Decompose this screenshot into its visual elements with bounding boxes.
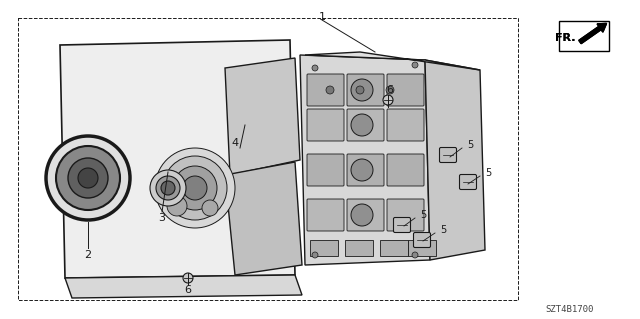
Circle shape <box>150 170 186 206</box>
FancyBboxPatch shape <box>307 154 344 186</box>
Circle shape <box>173 166 217 210</box>
Polygon shape <box>65 275 302 298</box>
FancyBboxPatch shape <box>387 74 424 106</box>
FancyBboxPatch shape <box>387 199 424 231</box>
FancyBboxPatch shape <box>347 109 384 141</box>
FancyBboxPatch shape <box>387 109 424 141</box>
Circle shape <box>326 86 334 94</box>
Circle shape <box>155 148 235 228</box>
Circle shape <box>68 158 108 198</box>
Polygon shape <box>425 60 485 260</box>
Circle shape <box>351 159 373 181</box>
Text: FR.: FR. <box>556 33 576 43</box>
FancyArrow shape <box>579 23 607 44</box>
Circle shape <box>412 62 418 68</box>
Text: 5: 5 <box>440 225 446 235</box>
Circle shape <box>386 86 394 94</box>
FancyBboxPatch shape <box>387 154 424 186</box>
Text: 6: 6 <box>387 85 394 95</box>
FancyArrow shape <box>579 23 607 44</box>
Bar <box>345 240 373 256</box>
Circle shape <box>412 252 418 258</box>
Text: 5: 5 <box>467 140 473 150</box>
FancyBboxPatch shape <box>307 109 344 141</box>
Circle shape <box>312 65 318 71</box>
Circle shape <box>351 114 373 136</box>
Text: 5: 5 <box>420 210 426 220</box>
Polygon shape <box>225 162 302 275</box>
Bar <box>408 240 436 256</box>
Text: 4: 4 <box>232 138 239 148</box>
Circle shape <box>312 252 318 258</box>
FancyBboxPatch shape <box>559 21 609 51</box>
Polygon shape <box>305 52 480 70</box>
FancyBboxPatch shape <box>307 74 344 106</box>
Polygon shape <box>60 40 295 278</box>
Text: SZT4B1700: SZT4B1700 <box>546 306 594 315</box>
FancyBboxPatch shape <box>307 199 344 231</box>
Text: 5: 5 <box>485 168 491 178</box>
Circle shape <box>163 156 227 220</box>
Text: 3: 3 <box>159 213 166 223</box>
Circle shape <box>202 200 218 216</box>
Circle shape <box>167 196 187 216</box>
FancyBboxPatch shape <box>440 147 456 162</box>
FancyBboxPatch shape <box>460 174 477 189</box>
Circle shape <box>161 181 175 195</box>
FancyBboxPatch shape <box>394 218 410 233</box>
Circle shape <box>351 79 373 101</box>
Bar <box>310 240 338 256</box>
Circle shape <box>183 176 207 200</box>
FancyBboxPatch shape <box>347 74 384 106</box>
Circle shape <box>351 204 373 226</box>
Circle shape <box>183 273 193 283</box>
Circle shape <box>56 146 120 210</box>
FancyBboxPatch shape <box>413 233 431 248</box>
FancyBboxPatch shape <box>347 199 384 231</box>
Circle shape <box>46 136 130 220</box>
Text: 1: 1 <box>319 12 326 22</box>
FancyBboxPatch shape <box>347 154 384 186</box>
Text: 6: 6 <box>184 285 191 295</box>
Polygon shape <box>225 58 300 175</box>
Circle shape <box>156 176 180 200</box>
Circle shape <box>383 95 393 105</box>
Polygon shape <box>300 55 430 265</box>
Circle shape <box>78 168 98 188</box>
Circle shape <box>356 86 364 94</box>
Text: 2: 2 <box>84 250 92 260</box>
Text: FR.: FR. <box>556 33 576 43</box>
Bar <box>380 240 408 256</box>
